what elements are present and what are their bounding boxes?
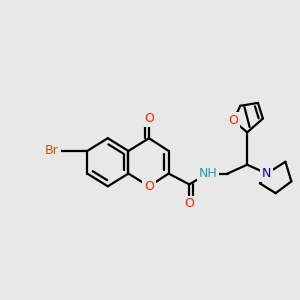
Text: Br: Br [45, 145, 59, 158]
Text: O: O [144, 180, 154, 193]
Text: N: N [262, 167, 272, 180]
Text: NH: NH [199, 167, 217, 180]
Text: O: O [229, 114, 238, 127]
Text: O: O [184, 197, 194, 211]
Text: O: O [144, 112, 154, 125]
